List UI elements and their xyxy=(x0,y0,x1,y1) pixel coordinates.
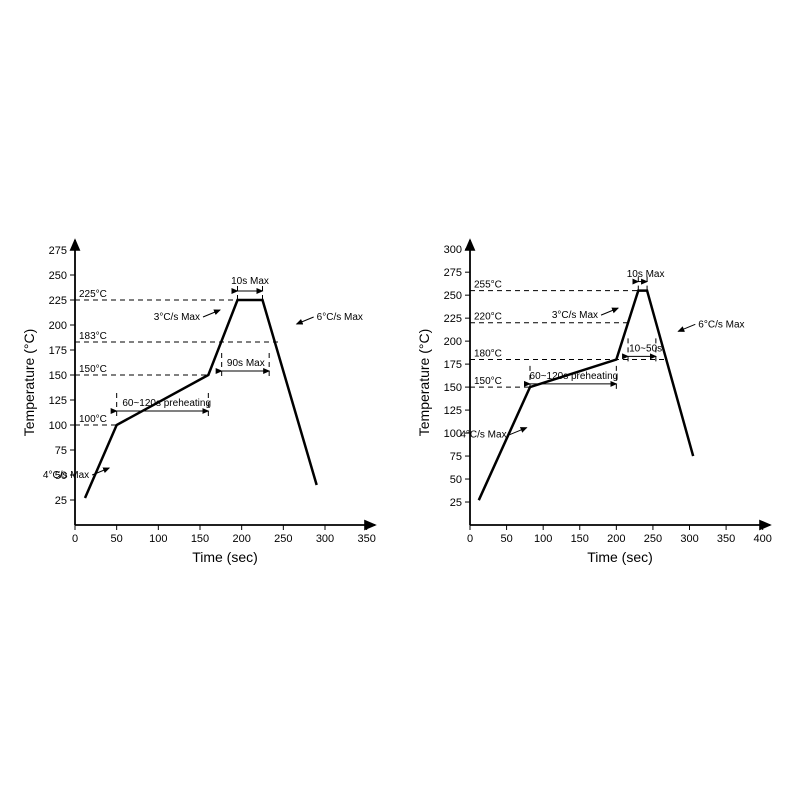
x-tick-label: 400 xyxy=(754,533,772,545)
x-tick-label: 250 xyxy=(644,533,662,545)
annotation-span: 10~50s xyxy=(629,343,662,354)
x-tick-label: 100 xyxy=(534,533,552,545)
y-tick-label: 150 xyxy=(49,370,67,382)
y-tick-label: 25 xyxy=(55,495,67,507)
y-tick-label: 125 xyxy=(49,395,67,407)
y-tick-label: 200 xyxy=(444,336,462,348)
annotation-slope: 4°C/s Max xyxy=(43,470,89,481)
right-chart: 0 50 100 150 200 250 300 350 400 25 50 75 100 125 150 1… xyxy=(415,230,785,570)
y-tick-label: 175 xyxy=(49,345,67,357)
annotation-slope: 3°C/s Max xyxy=(552,310,598,321)
left-chart: 0501001502002503003502550751001251501752… xyxy=(20,230,390,570)
annotation-slope: 3°C/s Max xyxy=(154,312,200,323)
annotation-span: 90s Max xyxy=(227,358,265,369)
x-tick-label: 0 xyxy=(467,533,473,545)
annotation-slope: 6°C/s Max xyxy=(698,319,744,330)
y-tick-label: 225 xyxy=(49,295,67,307)
y-axis-label: Temperature (°C) xyxy=(21,329,37,437)
y-tick-label: 300 xyxy=(444,244,462,256)
reference-label: 255°C xyxy=(474,280,502,291)
annotation-slope: 4°C/s Max xyxy=(460,430,506,441)
reference-label: 100°C xyxy=(79,414,107,425)
x-tick-label: 200 xyxy=(232,533,250,545)
right-chart-svg: 0 50 100 150 200 250 300 350 400 25 50 75 100 125 150 1… xyxy=(415,230,785,570)
reference-label: 150°C xyxy=(79,364,107,375)
annotation-span: 60~120s preheating xyxy=(530,371,619,382)
reference-label: 225°C xyxy=(79,289,107,300)
y-tick-label: 25 xyxy=(450,497,462,509)
x-tick-label: 150 xyxy=(571,533,589,545)
y-tick-label: 250 xyxy=(444,290,462,302)
temperature-profile xyxy=(479,291,693,501)
x-tick-label: 200 xyxy=(607,533,625,545)
y-tick-label: 150 xyxy=(444,382,462,394)
x-tick-label: 300 xyxy=(316,533,334,545)
x-tick-label: 150 xyxy=(191,533,209,545)
y-tick-label: 200 xyxy=(49,320,67,332)
x-tick-label: 350 xyxy=(717,533,735,545)
x-axis-label: Time (sec) xyxy=(587,549,653,565)
y-tick-label: 250 xyxy=(49,270,67,282)
annotation-span: 60~120s preheating xyxy=(122,398,211,409)
reference-label: 183°C xyxy=(79,331,107,342)
y-tick-label: 75 xyxy=(450,451,462,463)
x-tick-label: 300 xyxy=(680,533,698,545)
x-tick-label: 250 xyxy=(274,533,292,545)
annotation-peak: 10s Max xyxy=(231,276,269,287)
annotation-peak: 10s Max xyxy=(627,269,665,280)
x-tick-label: 0 xyxy=(72,533,78,545)
y-tick-label: 125 xyxy=(444,405,462,417)
x-tick-label: 50 xyxy=(111,533,123,545)
reference-label: 180°C xyxy=(474,349,502,360)
x-tick-label: 100 xyxy=(149,533,167,545)
x-tick-label: 350 xyxy=(357,533,375,545)
y-tick-label: 100 xyxy=(49,420,67,432)
y-tick-label: 275 xyxy=(444,267,462,279)
y-tick-label: 100 xyxy=(444,428,462,440)
y-tick-label: 225 xyxy=(444,313,462,325)
x-axis-label: Time (sec) xyxy=(192,549,258,565)
y-tick-label: 75 xyxy=(55,445,67,457)
annotation-slope: 6°C/s Max xyxy=(317,312,363,323)
reference-label: 150°C xyxy=(474,376,502,387)
reference-label: 220°C xyxy=(474,312,502,323)
y-axis-label: Temperature (°C) xyxy=(416,329,432,437)
y-tick-label: 175 xyxy=(444,359,462,371)
y-tick-label: 275 xyxy=(49,245,67,257)
y-tick-label: 50 xyxy=(450,474,462,486)
x-tick-label: 50 xyxy=(500,533,512,545)
left-chart-svg: 0501001502002503003502550751001251501752… xyxy=(20,230,390,570)
